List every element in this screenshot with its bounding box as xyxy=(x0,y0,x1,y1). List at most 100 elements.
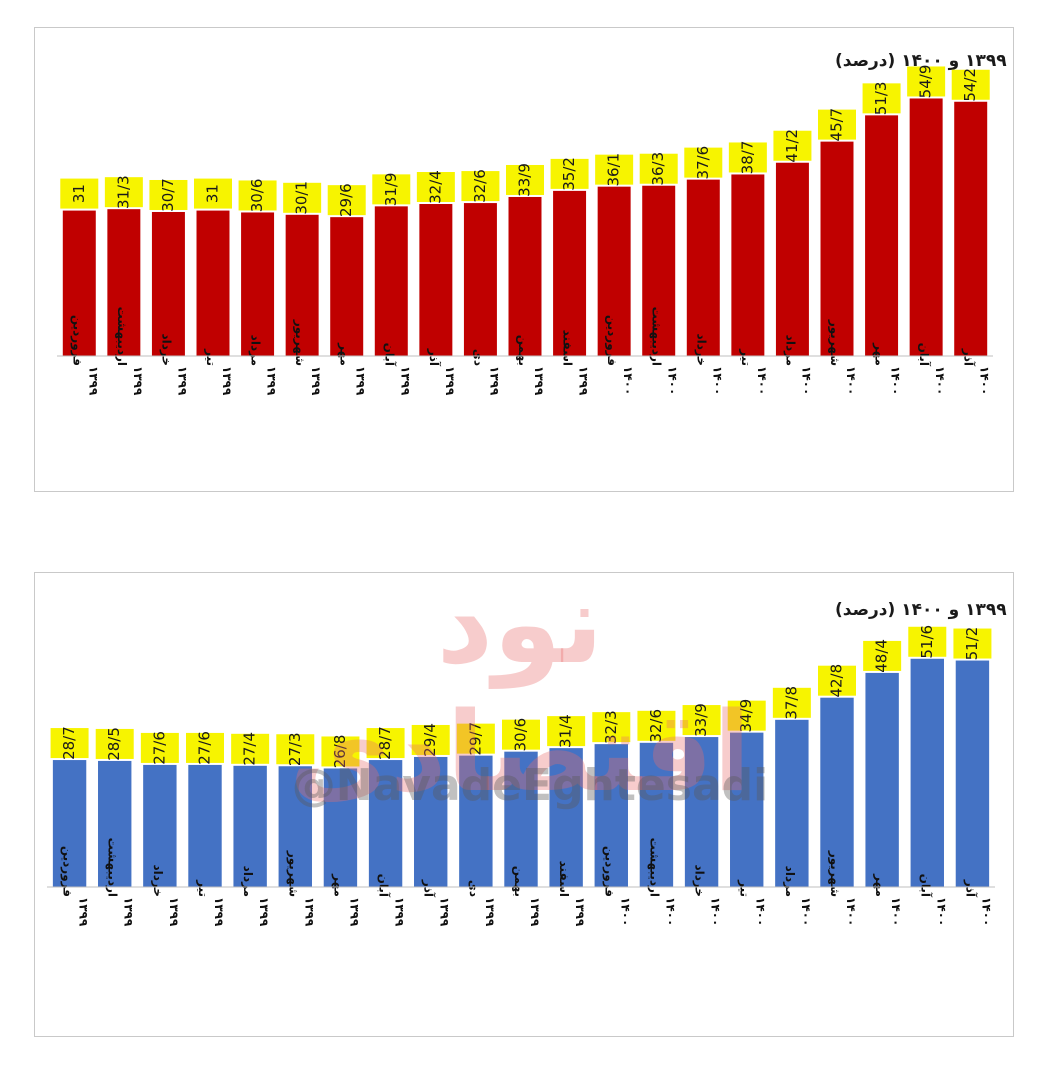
bottom-chart-bar xyxy=(98,760,132,887)
top-chart-data-label: 31/3 xyxy=(114,175,132,209)
top-chart-data-label-bg xyxy=(951,69,990,100)
top-chart-title: تورم نقطه‌ای اجاره‌بهای مسکن در مناطق شه… xyxy=(835,51,1013,71)
bottom-chart-category-year: ۱۳۹۹ xyxy=(393,897,407,927)
top-chart-category-year: ۱۴۰۰ xyxy=(844,366,858,395)
top-chart-bar xyxy=(285,214,319,356)
top-chart-category-label: مهر xyxy=(338,342,352,366)
top-chart-category-year: ۱۳۹۹ xyxy=(309,366,323,396)
bottom-chart-bar xyxy=(368,760,403,887)
top-chart-category-label: آبان xyxy=(917,343,932,367)
top-chart-bar xyxy=(597,186,631,356)
bottom-chart-category-label: تیر xyxy=(196,879,210,897)
bottom-chart-category-label: شهریور xyxy=(827,850,842,897)
top-chart-data-label-bg xyxy=(372,174,411,205)
bottom-chart-category-year: ۱۴۰۰ xyxy=(979,897,993,926)
top-chart-category-label: آذر xyxy=(427,348,442,367)
bottom-chart-data-label-bg xyxy=(411,724,450,755)
top-chart-category-year: ۱۳۹۹ xyxy=(532,366,546,396)
top-chart-data-label: 30/1 xyxy=(293,181,311,215)
bottom-chart-data-label-bg xyxy=(682,705,721,736)
top-chart-bar xyxy=(62,210,96,356)
top-chart-category-year: ۱۳۹۹ xyxy=(265,366,279,396)
top-chart-category-label: آذر xyxy=(962,348,977,367)
top-chart-data-label-bg xyxy=(773,130,812,161)
bottom-chart-bar xyxy=(730,732,764,887)
bottom-chart-bar xyxy=(865,672,899,887)
top-chart-data-label-bg xyxy=(907,66,946,97)
top-chart-bar xyxy=(954,101,988,357)
top-chart-category-year: ۱۴۰۰ xyxy=(889,366,903,395)
top-chart-category-year: ۱۴۰۰ xyxy=(933,366,947,395)
bottom-chart-data-label: 27/4 xyxy=(241,732,259,766)
bottom-chart-data-label-bg xyxy=(502,719,540,750)
bottom-chart-data-label: 27/3 xyxy=(286,732,304,766)
bottom-chart-category-label: مرداد xyxy=(783,866,797,897)
bottom-chart-category-year: ۱۴۰۰ xyxy=(844,897,858,926)
top-chart-bar xyxy=(419,204,453,356)
top-chart-category-year: ۱۴۰۰ xyxy=(666,366,680,395)
top-chart-category-label: شهریور xyxy=(827,319,842,366)
top-chart-data-label: 31 xyxy=(204,184,222,203)
bottom-chart-data-label: 27/6 xyxy=(150,731,168,765)
top-chart-category-label: مرداد xyxy=(783,335,797,366)
bottom-chart-data-label: 26/8 xyxy=(331,735,349,769)
bottom-chart-data-label-bg xyxy=(547,716,586,747)
bottom-chart-category-label: بهمن xyxy=(512,866,526,897)
bottom-chart-category-year: ۱۳۹۹ xyxy=(528,897,542,927)
bottom-chart-bar xyxy=(143,764,177,887)
bottom-chart-data-label: 29/7 xyxy=(466,722,484,756)
top-chart-bar xyxy=(330,217,364,356)
top-chart-category-year: ۱۳۹۹ xyxy=(487,366,501,396)
top-chart-category-year: ۱۳۹۹ xyxy=(175,366,189,396)
top-chart-category-year: ۱۴۰۰ xyxy=(799,366,813,395)
bottom-chart-category-year: ۱۳۹۹ xyxy=(483,897,497,927)
bottom-chart-category-label: اردیبهشت xyxy=(647,838,661,897)
bottom-chart-bar xyxy=(414,756,448,887)
top-chart-data-label-bg xyxy=(60,178,99,209)
bottom-chart-category-year: ۱۳۹۹ xyxy=(122,897,136,927)
bottom-chart-data-label: 29/4 xyxy=(421,723,439,757)
top-chart-data-label: 31/9 xyxy=(382,173,400,207)
top-chart-data-label-bg xyxy=(283,182,322,213)
top-chart-data-label: 32/6 xyxy=(471,169,489,203)
bottom-chart-category-year: ۱۴۰۰ xyxy=(934,897,948,926)
top-chart-category-label: تیر xyxy=(739,348,753,366)
top-chart-data-label: 29/6 xyxy=(337,183,355,217)
top-chart-category-label: اردیبهشت xyxy=(115,307,129,366)
bottom-chart-category-label: آذر xyxy=(963,879,978,898)
bottom-chart-bar xyxy=(459,755,493,887)
bottom-chart-category-label: شهریور xyxy=(285,850,300,897)
bottom-chart-data-label: 28/7 xyxy=(376,726,394,760)
bottom-chart-data-label-bg xyxy=(366,728,405,759)
top-chart-bar xyxy=(463,203,497,356)
bottom-chart-data-label: 48/4 xyxy=(873,639,891,673)
bottom-chart-category-year: ۱۳۹۹ xyxy=(573,897,587,927)
bottom-chart-data-label-bg xyxy=(908,626,947,657)
bottom-chart-data-label-bg xyxy=(863,640,902,671)
top-chart-bar xyxy=(374,206,408,356)
top-chart-category-label: آبان xyxy=(382,343,397,367)
bottom-chart-bar xyxy=(233,765,267,887)
top-chart-data-label: 33/9 xyxy=(516,163,534,197)
top-chart-data-label: 41/2 xyxy=(783,129,801,163)
bottom-chart-data-label: 32/3 xyxy=(602,710,620,744)
top-chart-category-year: ۱۳۹۹ xyxy=(354,366,368,396)
top-chart-data-label: 54/2 xyxy=(961,68,979,102)
bottom-chart-data-label-bg xyxy=(772,687,811,718)
top-chart-data-label: 36/1 xyxy=(605,153,623,187)
bottom-chart-category-year: ۱۴۰۰ xyxy=(889,897,903,926)
top-chart-bar xyxy=(909,98,943,357)
bottom-chart-category-label: خرداد xyxy=(151,864,165,897)
top-chart-data-label: 37/6 xyxy=(694,146,712,180)
bottom-chart: تورم نقطه‌ای اجاره‌بهای مسکن در شهر تهرا… xyxy=(47,600,1013,927)
top-chart-data-label-bg xyxy=(149,179,188,210)
bottom-chart-data-label: 31/4 xyxy=(557,714,575,748)
top-chart-category-label: بهمن xyxy=(516,335,530,366)
top-chart-data-label: 31 xyxy=(70,184,88,203)
top-chart-data-label-bg xyxy=(818,109,856,140)
bottom-chart-category-label: خرداد xyxy=(693,864,707,897)
top-chart-bar xyxy=(196,210,230,356)
top-chart-data-label: 32/4 xyxy=(426,170,444,204)
top-chart-category-year: ۱۴۰۰ xyxy=(978,366,992,395)
bottom-chart-category-label: آذر xyxy=(422,879,437,898)
